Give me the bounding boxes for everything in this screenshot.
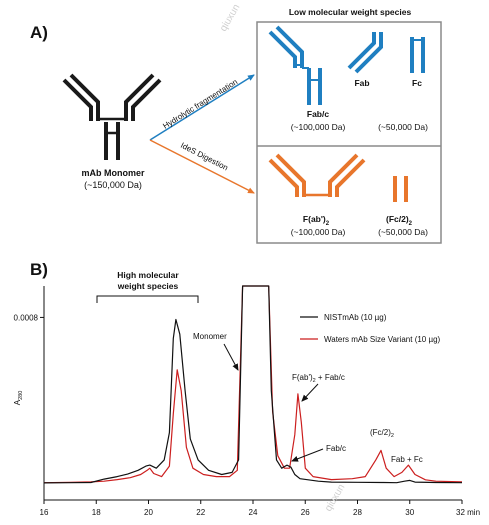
chart-series <box>43 285 463 484</box>
hmw-label-2: weight species <box>117 281 179 291</box>
annotation-monomer-arrow <box>223 343 239 371</box>
fabc-label: Fab/c <box>307 109 329 119</box>
annotation-fc2: (Fc/2)2 <box>370 428 394 439</box>
annotation-fab2-arrow <box>301 383 319 402</box>
x-tick-label: 16 <box>40 508 49 517</box>
chart-legend: NISTmAb (10 µg) Waters mAb Size Variant … <box>300 313 441 344</box>
y-axis-label: A280 <box>13 391 24 406</box>
annotation-fabc-arrow <box>291 448 324 462</box>
x-tick-label: 20 <box>144 508 153 517</box>
chart-axes <box>43 286 462 501</box>
route-top-label: Hydrolytic fragmentation <box>161 77 239 130</box>
y-tick-label: 0.0008 <box>14 313 39 322</box>
fab-icon <box>347 32 383 74</box>
x-axis-ticks: 16 18 20 22 24 26 28 30 32 min <box>40 500 480 517</box>
hmw-bracket <box>96 295 199 303</box>
x-tick-label: 22 <box>196 508 205 517</box>
y-axis-ticks: 0.0008 <box>14 313 44 322</box>
x-tick-label: 30 <box>405 508 414 517</box>
x-tick-label: 26 <box>301 508 310 517</box>
x-tick-label: 18 <box>92 508 101 517</box>
series-line-0 <box>43 285 463 484</box>
monomer-label: mAb Monomer <box>82 168 145 178</box>
fab2-label: F(ab')2 <box>303 214 330 227</box>
fabc-icon <box>268 25 322 105</box>
panel-b: B) High molecular weight species 16 18 20 2… <box>13 260 480 517</box>
fc-mass: (~50,000 Da) <box>378 122 428 132</box>
legend-label-waters: Waters mAb Size Variant (10 µg) <box>324 335 441 344</box>
hydrolytic-arrow <box>149 74 255 141</box>
fab-label: Fab <box>354 78 369 88</box>
hmw-label-1: High molecular <box>117 270 179 280</box>
monomer-mass: (~150,000 Da) <box>84 180 142 190</box>
annotation-fab-fc: Fab + Fc <box>391 455 423 464</box>
fc2-label: (Fc/2)2 <box>386 214 413 227</box>
panel-a: A) mAb Monomer (~150,000 Da) Hydrolytic … <box>30 2 442 244</box>
fabc-mass: (~100,000 Da) <box>291 122 346 132</box>
panel-b-label: B) <box>30 260 48 279</box>
mab-monomer-icon <box>62 73 162 160</box>
watermark-b: qiuxun <box>323 482 347 513</box>
series-line-1 <box>43 285 463 484</box>
annotation-fabc: Fab/c <box>326 444 346 453</box>
lmw-box <box>256 21 442 244</box>
fc2-mass: (~50,000 Da) <box>378 227 428 237</box>
x-tick-label: 28 <box>353 508 362 517</box>
fc-label: Fc <box>412 78 422 88</box>
fc-icon <box>410 37 425 73</box>
x-tick-label: 32 min <box>456 508 480 517</box>
panel-a-label: A) <box>30 23 48 42</box>
fc2-icon <box>393 176 408 202</box>
lmw-header: Low molecular weight species <box>289 7 412 17</box>
annotation-monomer: Monomer <box>193 332 227 341</box>
fab2-icon <box>268 153 366 197</box>
chart-annotations: Monomer F(ab')2 + Fab/c Fab/c (Fc/2)2 Fa… <box>193 332 423 464</box>
annotation-fab2-fabc: F(ab')2 + Fab/c <box>292 373 345 384</box>
ides-arrow <box>149 139 255 194</box>
watermark-a: qiuxun <box>218 2 242 33</box>
legend-label-nist: NISTmAb (10 µg) <box>324 313 387 322</box>
fab2-mass: (~100,000 Da) <box>291 227 346 237</box>
x-tick-label: 24 <box>249 508 258 517</box>
